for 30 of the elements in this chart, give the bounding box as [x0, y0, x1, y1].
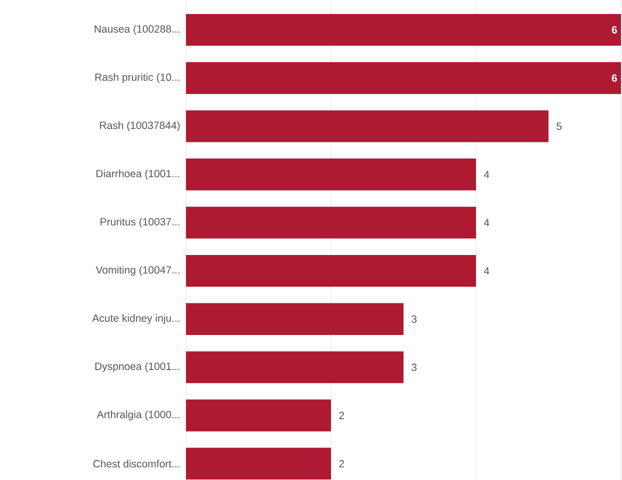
- bar: [186, 351, 404, 384]
- y-tick-label: Acute kidney inju...: [92, 314, 180, 324]
- bar: [186, 400, 331, 432]
- data-label: 3: [412, 315, 417, 323]
- y-tick-label: Arthralgia (1000...: [96, 410, 180, 420]
- data-label: 2: [339, 412, 344, 420]
- y-tick-label: Rash pruritic (10...: [95, 73, 180, 83]
- y-tick-label: Diarrhoea (1001...: [96, 170, 180, 180]
- y-tick-label: Rash (10037844): [100, 121, 180, 132]
- bar: [186, 254, 476, 287]
- bar: [186, 448, 331, 480]
- y-tick-label: Pruritus (10037...: [100, 218, 180, 228]
- y-tick-label: Dyspnoea (1001...: [95, 362, 180, 372]
- bar: [186, 62, 621, 94]
- data-label: 6: [612, 74, 617, 82]
- data-label: 3: [412, 364, 417, 371]
- y-tick-label: Chest discomfort...: [93, 460, 180, 468]
- y-tick-label: Nausea (100288...: [94, 24, 180, 35]
- bar: [186, 303, 404, 335]
- data-label: 4: [484, 267, 490, 274]
- data-label: 4: [484, 170, 490, 178]
- bar: [186, 14, 621, 46]
- y-tick-label: Vomiting (10047...: [96, 266, 180, 276]
- data-label: 6: [612, 26, 617, 34]
- data-label: 4: [484, 219, 490, 226]
- data-label: 2: [339, 460, 344, 468]
- bar: [186, 206, 476, 239]
- bar: [186, 158, 476, 190]
- bar: [186, 110, 548, 142]
- data-label: 5: [556, 122, 562, 130]
